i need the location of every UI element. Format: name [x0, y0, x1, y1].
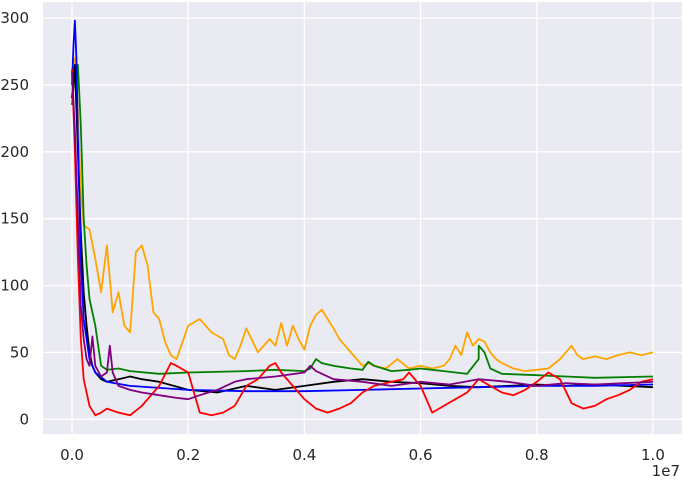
series-line-5 — [71, 68, 654, 417]
x-tick-label: 0.6 — [409, 446, 433, 464]
x-tick-label: 0.2 — [176, 446, 200, 464]
y-tick-label: 200 — [0, 143, 29, 161]
x-tick-label: 0.4 — [292, 446, 316, 464]
series-line-6 — [71, 71, 654, 401]
y-axis-ticks: 0 50 100 150 200 250 300 — [0, 9, 29, 428]
y-tick-label: 100 — [0, 277, 29, 295]
x-axis-ticks: 0.0 0.2 0.4 0.6 0.8 1.0 — [60, 446, 665, 464]
x-tick-label: 0.0 — [60, 446, 84, 464]
x-axis-offset-label: 1e7 — [652, 462, 680, 480]
y-tick-label: 250 — [0, 76, 29, 94]
plot-background — [43, 2, 682, 434]
y-tick-label: 300 — [0, 9, 29, 27]
series-layer — [71, 19, 654, 417]
series-line-2 — [71, 64, 654, 379]
y-tick-label: 150 — [0, 210, 29, 228]
series-line-1 — [71, 57, 654, 373]
x-tick-label: 0.8 — [525, 446, 549, 464]
y-tick-label: 50 — [10, 343, 29, 361]
x-tick-label: 1.0 — [641, 446, 665, 464]
y-tick-label: 0 — [19, 410, 29, 428]
